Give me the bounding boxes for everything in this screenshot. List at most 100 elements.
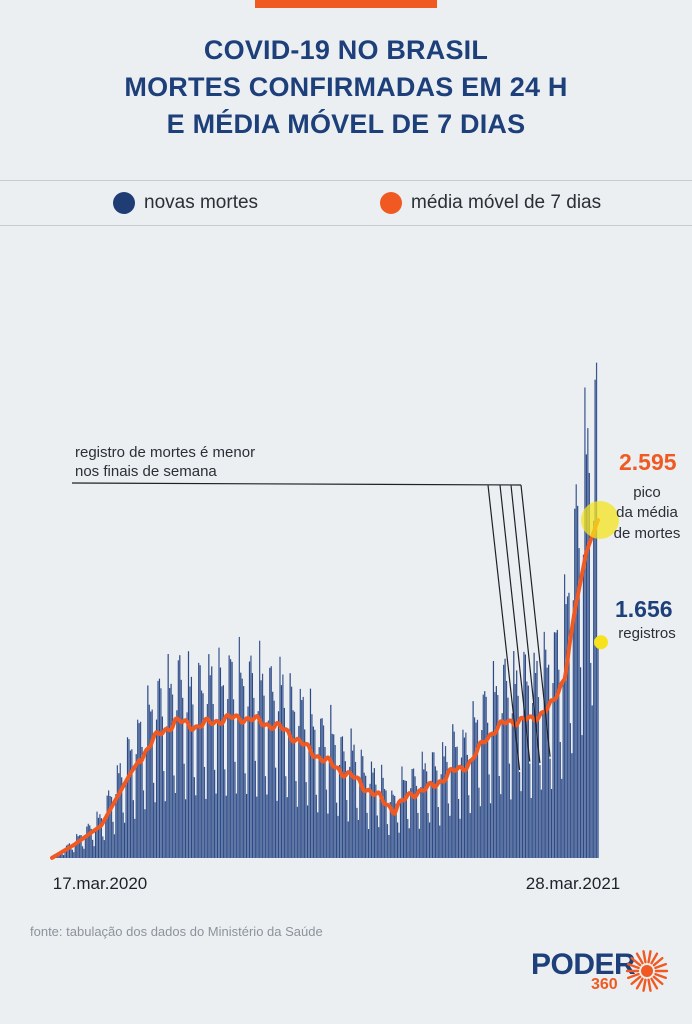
daily-deaths-bar [89, 825, 91, 858]
daily-deaths-bar [433, 752, 435, 858]
daily-deaths-bar [73, 852, 75, 858]
daily-deaths-bar [153, 782, 155, 858]
daily-deaths-bar [189, 686, 191, 858]
x-tick-end: 28.mar.2021 [526, 874, 621, 893]
daily-deaths-bar [529, 763, 531, 858]
daily-deaths-bar [325, 789, 328, 858]
daily-deaths-bar [574, 508, 576, 858]
daily-deaths-bar [449, 815, 451, 858]
daily-deaths-bar [321, 718, 323, 858]
daily-deaths-bar [245, 793, 248, 858]
daily-deaths-bar [431, 752, 434, 858]
daily-deaths-bar [275, 767, 277, 858]
daily-deaths-bar [555, 632, 557, 858]
daily-deaths-bar [587, 428, 589, 858]
daily-deaths-bar [505, 680, 508, 858]
daily-deaths-bar [315, 794, 317, 858]
daily-deaths-bar [491, 731, 493, 858]
daily-deaths-bar [520, 791, 522, 858]
daily-deaths-bar [293, 711, 296, 858]
daily-deaths-bar [93, 846, 95, 858]
daily-deaths-bar [561, 778, 563, 858]
daily-deaths-bar [289, 673, 291, 858]
daily-deaths-bar [504, 658, 506, 858]
daily-deaths-bar [360, 749, 362, 858]
last-daily-label: registros [618, 625, 676, 642]
daily-deaths-bar [484, 691, 486, 858]
daily-deaths-bar [420, 787, 422, 858]
daily-deaths-bar [523, 651, 525, 858]
daily-deaths-bar [577, 505, 579, 858]
daily-deaths-bar [244, 773, 246, 858]
daily-deaths-bar [301, 700, 303, 858]
daily-deaths-bar [500, 794, 502, 858]
daily-deaths-bar [562, 681, 564, 858]
daily-deaths-bar [373, 768, 375, 858]
chart-title: COVID-19 NO BRASIL MORTES CONFIRMADAS EM… [0, 32, 692, 143]
daily-deaths-bar [129, 750, 132, 858]
daily-deaths-bar [492, 661, 495, 858]
daily-deaths-bar [456, 746, 458, 858]
daily-deaths-bar [408, 828, 410, 858]
legend-label-average: média móvel de 7 dias [411, 192, 602, 213]
daily-deaths-bar [179, 655, 181, 858]
daily-deaths-bar [231, 661, 233, 858]
daily-deaths-bar [108, 790, 110, 858]
daily-deaths-bar [283, 707, 285, 858]
daily-deaths-bar [452, 724, 454, 858]
daily-deaths-bar [264, 776, 267, 858]
daily-deaths-bar [510, 799, 512, 858]
daily-deaths-bar [497, 695, 499, 858]
daily-deaths-bar [144, 809, 146, 858]
daily-deaths-bar [550, 788, 553, 858]
daily-deaths-bar [334, 744, 336, 858]
daily-deaths-bar [401, 766, 403, 858]
daily-deaths-bar [118, 773, 120, 858]
daily-deaths-bar [96, 811, 98, 858]
source-note: fonte: tabulação dos dados do Ministério… [30, 924, 323, 939]
daily-deaths-bar [407, 819, 409, 858]
daily-deaths-bar [70, 845, 72, 858]
daily-deaths-bar [103, 840, 105, 858]
daily-deaths-bar [481, 730, 483, 858]
daily-deaths-bar [513, 651, 515, 858]
daily-deaths-bar [209, 675, 211, 858]
daily-deaths-bar [476, 719, 479, 858]
daily-deaths-bar [386, 824, 389, 858]
daily-deaths-bar [579, 667, 582, 858]
daily-deaths-bar [94, 828, 97, 858]
daily-deaths-bar [488, 774, 490, 858]
daily-deaths-bar [426, 771, 428, 858]
daily-deaths-bar [312, 726, 314, 858]
peak-highlight [581, 501, 619, 539]
legend-bottom-rule [0, 225, 692, 226]
daily-deaths-bar [251, 673, 254, 858]
daily-deaths-bar [553, 632, 556, 858]
daily-deaths-bar [186, 712, 188, 858]
daily-deaths-bar [465, 732, 467, 858]
daily-deaths-bar [532, 702, 534, 858]
legend-swatch-daily [113, 192, 135, 214]
daily-deaths-bar [340, 737, 342, 858]
daily-deaths-bar [135, 754, 137, 858]
daily-deaths-bar [428, 822, 431, 858]
daily-deaths-bar [556, 629, 558, 858]
daily-deaths-bar [462, 729, 464, 858]
daily-deaths-bar [232, 699, 235, 858]
daily-deaths-bar [237, 716, 239, 858]
daily-deaths-bar [100, 818, 102, 858]
daily-deaths-bar [221, 686, 223, 858]
daily-deaths-bar [487, 722, 489, 858]
daily-deaths-bar [299, 688, 301, 858]
daily-deaths-bar [521, 716, 524, 858]
daily-deaths-bar [134, 818, 136, 858]
daily-deaths-bar [391, 790, 393, 858]
daily-deaths-bar [277, 711, 280, 858]
daily-deaths-bar [314, 729, 316, 858]
daily-deaths-bar [116, 765, 118, 858]
daily-deaths-bar [388, 835, 390, 858]
daily-deaths-bar [208, 654, 210, 858]
daily-deaths-bar [495, 686, 497, 858]
daily-deaths-bar [113, 834, 116, 858]
daily-deaths-bar [581, 735, 583, 858]
